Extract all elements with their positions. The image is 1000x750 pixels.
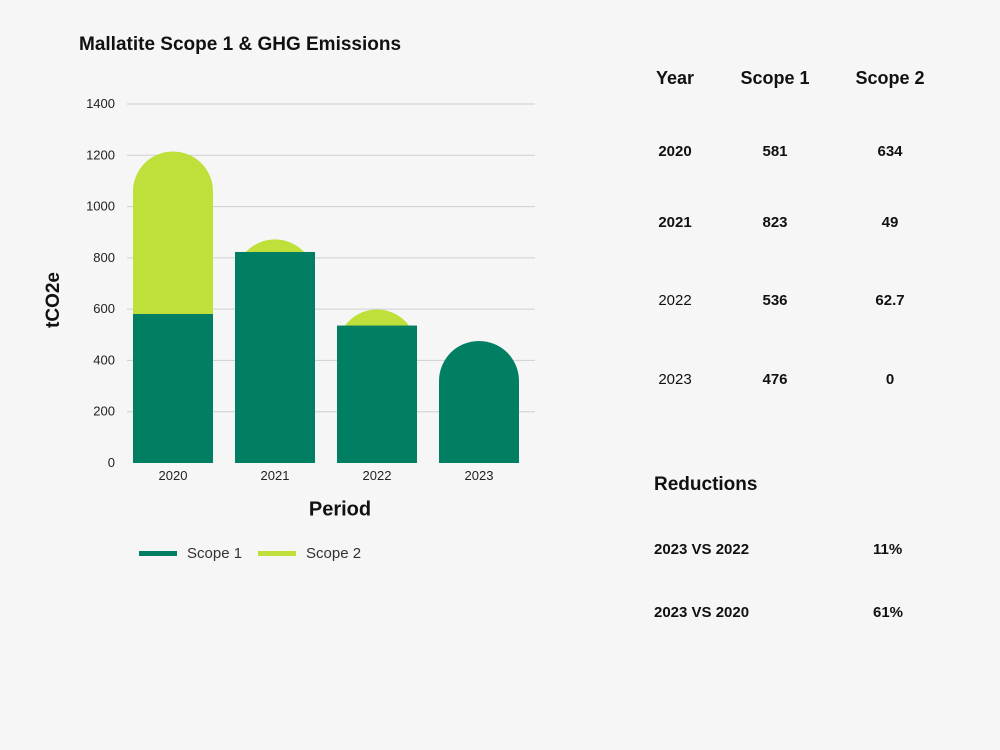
y-axis-label: tCO2e: [43, 272, 64, 328]
chart-legend: Scope 1 Scope 2: [139, 545, 377, 562]
legend-swatch-scope2: [258, 551, 297, 556]
table-cell: 536: [762, 292, 788, 309]
table-cell: 581: [762, 143, 788, 160]
x-tick-label: 2021: [261, 468, 290, 483]
x-axis-label: Period: [308, 498, 372, 521]
legend-item-scope2: Scope 2: [258, 545, 361, 562]
x-tick-label: 2023: [465, 468, 494, 483]
table-header-scope1: Scope 1: [740, 68, 810, 88]
bar-group-2021: [235, 239, 315, 463]
bar-scope1-2023: [439, 340, 519, 463]
reduction-label: 2023 VS 2022: [654, 541, 750, 558]
x-tick-label: 2020: [159, 468, 188, 483]
table-cell: 49: [881, 214, 899, 231]
chart-title: Mallatite Scope 1 & GHG Emissions: [79, 34, 402, 55]
bar-group-2020: [133, 151, 213, 464]
chart-bars: [133, 151, 519, 464]
table-cell: 476: [762, 371, 788, 388]
legend-label-scope2: Scope 2: [306, 545, 362, 562]
legend-label-scope1: Scope 1: [187, 545, 243, 562]
y-tick-label: 400: [93, 352, 115, 367]
table-cell: 2020: [658, 143, 692, 160]
bar-scope1-2022: [337, 325, 417, 463]
table-cell: 62.7: [875, 292, 905, 309]
y-tick-label: 200: [93, 404, 115, 419]
bar-scope1-2021: [235, 251, 315, 463]
emissions-chart: 0 200 400 600 800 1000 1200 1400 2020 2021 2022 202…: [86, 96, 535, 483]
bar-scope1-2020: [133, 314, 213, 463]
x-tick-label: 2022: [363, 468, 392, 483]
reduction-label: 2023 VS 2020: [654, 604, 750, 621]
bar-group-2022: [337, 309, 417, 463]
legend-item-scope1: Scope 1: [139, 545, 242, 562]
chart-ticks: 0 200 400 600 800 1000 1200 1400 2020 2021 2022 202…: [86, 96, 493, 483]
table-cell: 2023: [658, 371, 692, 388]
table-header-year: Year: [655, 68, 695, 88]
table-header-scope2: Scope 2: [855, 68, 925, 88]
table-cell: 0: [885, 371, 895, 388]
table-cell: 2022: [658, 292, 692, 309]
y-tick-label: 1200: [86, 147, 115, 162]
y-tick-label: 0: [108, 455, 115, 470]
y-tick-label: 600: [93, 301, 115, 316]
y-tick-label: 1000: [86, 199, 115, 214]
legend-swatch-scope1: [139, 551, 177, 556]
y-tick-label: 800: [93, 250, 115, 265]
reductions-title: Reductions: [654, 474, 758, 495]
reduction-value: 11%: [873, 541, 903, 558]
table-cell: 2021: [658, 214, 692, 231]
table-cell: 634: [877, 143, 903, 160]
y-tick-label: 1400: [86, 96, 115, 111]
table-cell: 823: [762, 214, 788, 231]
reduction-value: 61%: [873, 604, 904, 621]
bar-group-2023: [439, 340, 519, 463]
